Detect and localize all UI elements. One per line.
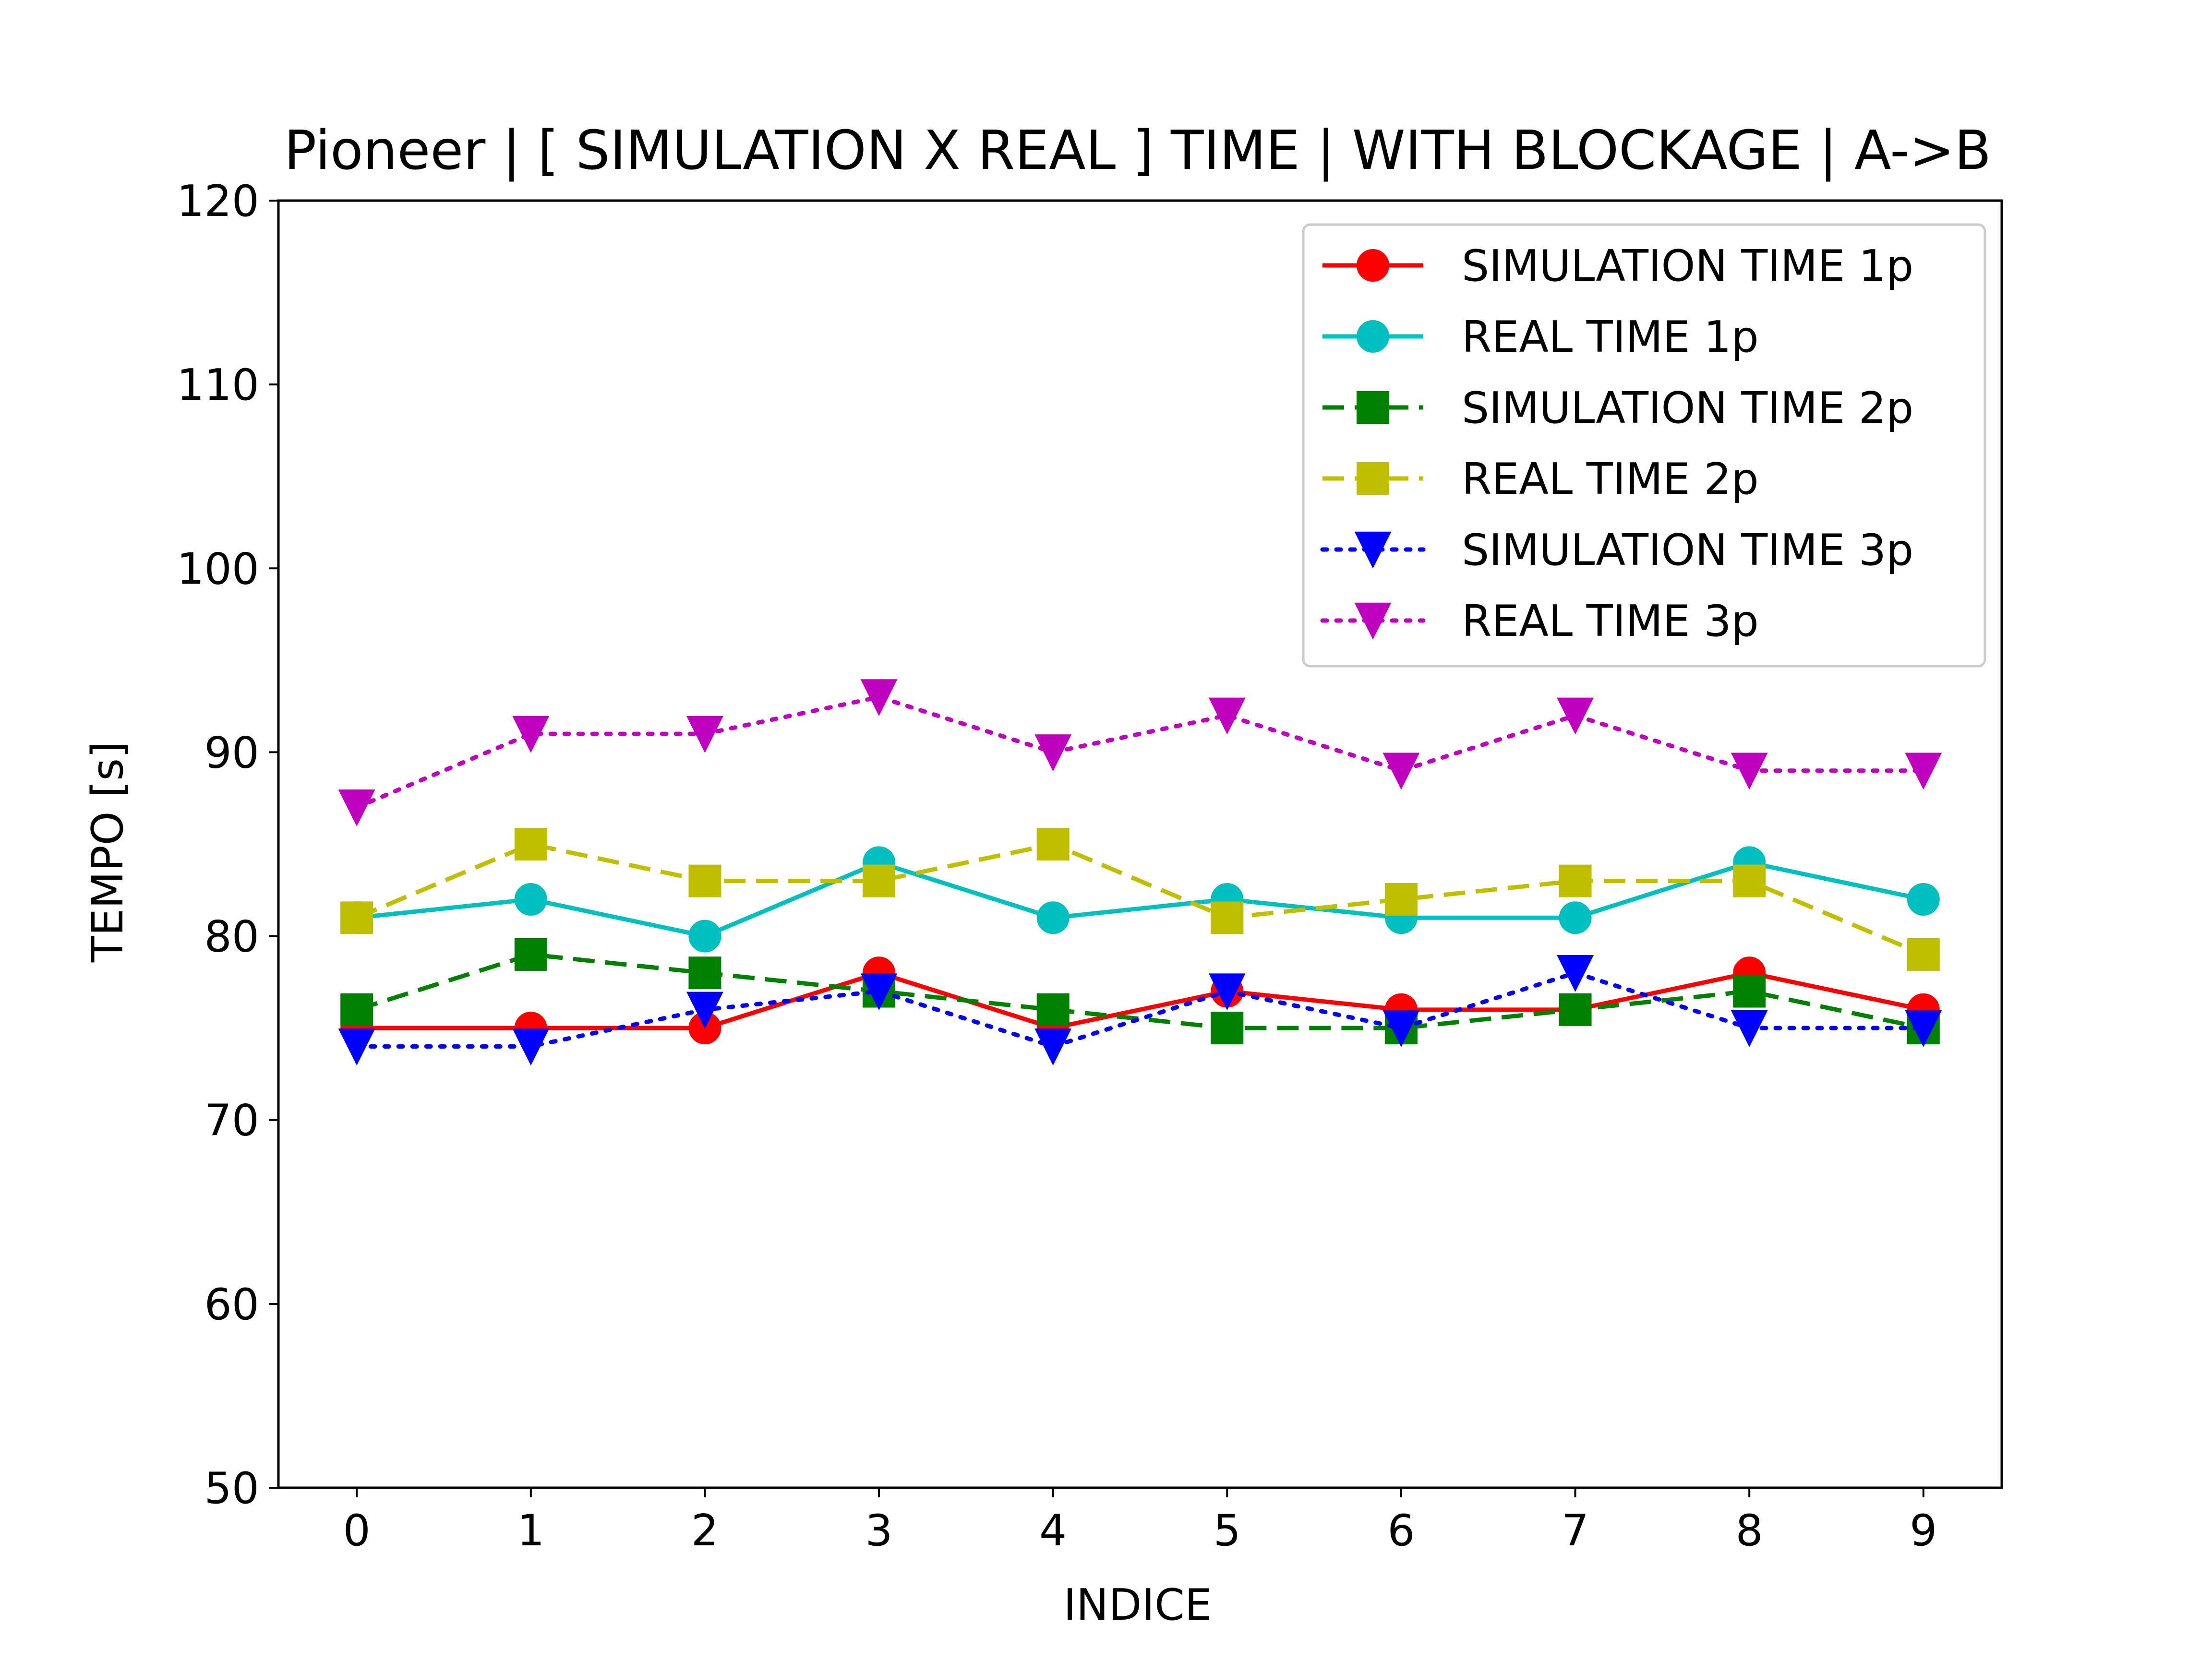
y-axis-label: TEMPO [s] <box>83 741 133 963</box>
x-tick-label: 1 <box>517 1506 544 1556</box>
x-tick-label: 6 <box>1387 1506 1415 1556</box>
data-point <box>1733 864 1766 897</box>
series-line <box>356 842 1924 957</box>
legend: SIMULATION TIME 1p REAL TIME 1p SIMULATION… <box>1302 223 1986 668</box>
data-point <box>1905 753 1942 790</box>
y-tick-label: 70 <box>204 1096 259 1146</box>
legend-marker <box>1354 602 1392 640</box>
legend-marker <box>1357 462 1389 495</box>
x-tick-label: 2 <box>691 1506 719 1556</box>
data-point <box>340 993 373 1026</box>
data-point <box>1211 901 1244 934</box>
data-point <box>1382 1010 1420 1047</box>
data-point <box>1907 938 1940 971</box>
x-tick-label: 9 <box>1910 1506 1937 1556</box>
series-line <box>354 970 1926 1049</box>
data-point <box>1211 1012 1244 1045</box>
data-point <box>860 679 898 717</box>
data-point <box>1731 1010 1768 1047</box>
legend-marker <box>1354 531 1392 569</box>
legend-label: SIMULATION TIME 3p <box>1462 525 1913 575</box>
y-tick-label: 80 <box>204 912 259 962</box>
data-point <box>863 864 896 897</box>
x-tick-label: 4 <box>1039 1506 1067 1556</box>
data-point <box>1036 993 1070 1026</box>
data-point <box>686 716 723 753</box>
data-point <box>514 883 547 916</box>
legend-label: REAL TIME 1p <box>1462 312 1759 362</box>
chart-title: Pioneer | [ SIMULATION X REAL ] TIME | W… <box>284 119 1992 182</box>
x-tick-label: 0 <box>343 1506 371 1556</box>
y-tick-label: 110 <box>177 360 259 410</box>
data-point <box>512 716 550 753</box>
data-point <box>688 920 721 953</box>
legend-item: SIMULATION TIME 3p <box>1320 525 1913 575</box>
data-point <box>512 1028 550 1066</box>
data-point <box>688 956 721 990</box>
data-point <box>1208 973 1246 1011</box>
data-point <box>1559 864 1592 897</box>
legend-item: SIMULATION TIME 1p <box>1322 241 1913 291</box>
data-point <box>1036 828 1070 860</box>
x-tick-label: 8 <box>1736 1506 1763 1556</box>
legend-marker <box>1357 320 1389 353</box>
x-tick-label: 3 <box>865 1506 892 1556</box>
legend-label: SIMULATION TIME 1p <box>1462 241 1913 291</box>
series-5 <box>338 955 1942 1066</box>
y-tick-label: 50 <box>204 1463 259 1514</box>
legend-item: REAL TIME 1p <box>1322 312 1759 362</box>
series-line <box>356 952 1924 1030</box>
data-point <box>1905 1010 1942 1047</box>
series-3 <box>340 938 1940 1045</box>
y-tick-label: 120 <box>177 176 259 227</box>
data-point <box>1559 901 1592 934</box>
data-point <box>1034 1028 1072 1066</box>
y-tick-label: 60 <box>204 1279 259 1330</box>
data-point <box>1731 753 1768 790</box>
data-point <box>514 828 547 860</box>
data-point <box>1036 901 1070 934</box>
data-point <box>1557 955 1594 992</box>
legend-item: SIMULATION TIME 2p <box>1322 383 1913 433</box>
series-6 <box>338 679 1942 827</box>
data-point <box>1208 697 1246 735</box>
legend-label: REAL TIME 3p <box>1462 596 1759 646</box>
data-point <box>1559 993 1592 1026</box>
plot-frame <box>277 199 2003 1489</box>
series-line <box>356 860 1924 939</box>
data-point <box>340 901 373 934</box>
data-point <box>1034 734 1072 772</box>
x-axis-label: INDICE <box>1063 1580 1212 1630</box>
data-point <box>688 864 721 897</box>
data-point <box>514 938 547 971</box>
series-line <box>354 694 1926 810</box>
plot-area: 0 1 2 3 4 5 6 7 8 9 50 60 70 80 90 100 110 120 SIMULATION … <box>177 176 2003 1556</box>
legend-item: REAL TIME 2p <box>1322 454 1759 504</box>
data-point <box>1557 697 1594 735</box>
legend-box <box>1302 223 1986 668</box>
data-point <box>1384 883 1418 916</box>
data-point <box>1733 975 1766 1008</box>
legend-marker <box>1357 391 1389 424</box>
legend-label: REAL TIME 2p <box>1462 454 1759 504</box>
x-tick-label: 7 <box>1562 1506 1589 1556</box>
legend-item: REAL TIME 3p <box>1320 596 1759 646</box>
data-point <box>1382 753 1420 790</box>
data-point <box>860 973 898 1011</box>
y-tick-label: 100 <box>177 544 259 594</box>
x-tick-label: 5 <box>1214 1506 1241 1556</box>
y-tick-label: 90 <box>204 728 259 778</box>
data-point <box>686 992 723 1029</box>
series-4 <box>340 828 1940 971</box>
data-point <box>1907 883 1940 916</box>
legend-label: SIMULATION TIME 2p <box>1462 383 1913 433</box>
legend-marker <box>1357 249 1389 282</box>
data-point <box>338 789 375 827</box>
data-point <box>338 1028 375 1066</box>
